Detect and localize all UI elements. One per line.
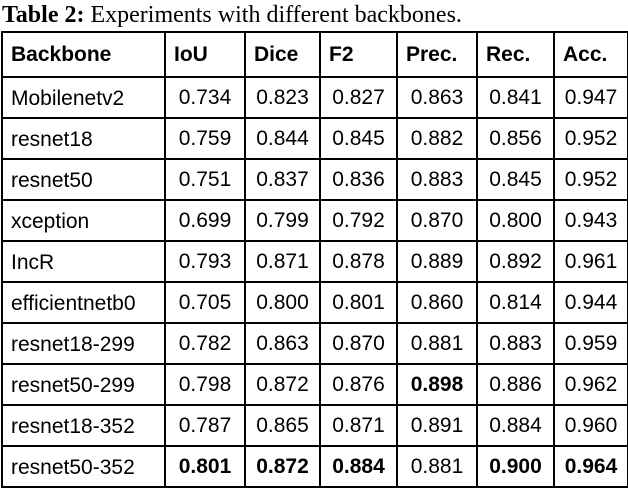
metric-cell: 0.898 (396, 363, 478, 406)
metric-cell: 0.943 (553, 199, 628, 242)
metric-cell: 0.960 (553, 404, 628, 447)
backbone-cell: efficientnetb0 (1, 281, 166, 324)
metric-cell: 0.751 (164, 158, 246, 201)
metric-cell: 0.845 (319, 117, 398, 160)
backbone-cell: IncR (1, 240, 166, 283)
metric-cell: 0.871 (319, 404, 398, 447)
metric-cell: 0.886 (476, 363, 555, 406)
metric-cell: 0.878 (319, 240, 398, 283)
metric-cell: 0.959 (553, 322, 628, 365)
metric-cell: 0.952 (553, 158, 628, 201)
metric-cell: 0.841 (476, 76, 555, 119)
metric-cell: 0.863 (244, 322, 321, 365)
metric-cell: 0.836 (319, 158, 398, 201)
metric-cell: 0.883 (476, 322, 555, 365)
table-header-row: Backbone IoU Dice F2 Prec. Rec. Acc. (1, 31, 628, 78)
table-row: resnet50-352 0.801 0.872 0.884 0.881 0.900 0.9… (1, 445, 628, 488)
metric-cell: 0.952 (553, 117, 628, 160)
metric-cell: 0.782 (164, 322, 246, 365)
metric-cell: 0.944 (553, 281, 628, 324)
table-row: resnet18-352 0.787 0.865 0.871 0.891 0.884 0.9… (1, 404, 628, 447)
metric-cell: 0.889 (396, 240, 478, 283)
metric-cell: 0.792 (319, 199, 398, 242)
column-header: Prec. (396, 31, 478, 78)
metric-cell: 0.892 (476, 240, 555, 283)
metric-cell: 0.881 (396, 322, 478, 365)
metric-cell: 0.787 (164, 404, 246, 447)
table-caption-label: Table 2: (2, 2, 85, 28)
metric-cell: 0.734 (164, 76, 246, 119)
metric-cell: 0.961 (553, 240, 628, 283)
column-header: IoU (164, 31, 246, 78)
metric-cell: 0.870 (319, 322, 398, 365)
metric-cell: 0.876 (319, 363, 398, 406)
metric-cell: 0.844 (244, 117, 321, 160)
metric-cell: 0.870 (396, 199, 478, 242)
metric-cell: 0.799 (244, 199, 321, 242)
table-caption: Table 2: Experiments with different back… (0, 0, 628, 29)
metric-cell: 0.962 (553, 363, 628, 406)
metric-cell: 0.884 (319, 445, 398, 488)
metric-cell: 0.823 (244, 76, 321, 119)
column-header: F2 (319, 31, 398, 78)
column-header: Rec. (476, 31, 555, 78)
metric-cell: 0.872 (244, 445, 321, 488)
metric-cell: 0.856 (476, 117, 555, 160)
metric-cell: 0.827 (319, 76, 398, 119)
metric-cell: 0.900 (476, 445, 555, 488)
metric-cell: 0.883 (396, 158, 478, 201)
table-row: efficientnetb0 0.705 0.800 0.801 0.860 0.814 0… (1, 281, 628, 324)
table-row: Mobilenetv2 0.734 0.823 0.827 0.863 0.841 0.94… (1, 76, 628, 119)
column-header: Acc. (553, 31, 628, 78)
metric-cell: 0.884 (476, 404, 555, 447)
metric-cell: 0.798 (164, 363, 246, 406)
table-row: resnet18 0.759 0.844 0.845 0.882 0.856 0.952 (1, 117, 628, 160)
table-caption-text: Experiments with different backbones. (90, 2, 462, 28)
backbone-cell: resnet50 (1, 158, 166, 201)
metric-cell: 0.800 (244, 281, 321, 324)
metric-cell: 0.865 (244, 404, 321, 447)
metric-cell: 0.793 (164, 240, 246, 283)
metric-cell: 0.872 (244, 363, 321, 406)
metric-cell: 0.891 (396, 404, 478, 447)
metric-cell: 0.860 (396, 281, 478, 324)
metric-cell: 0.863 (396, 76, 478, 119)
metric-cell: 0.845 (476, 158, 555, 201)
backbones-results-table: Backbone IoU Dice F2 Prec. Rec. Acc. Mobilenet… (1, 31, 628, 488)
metric-cell: 0.964 (553, 445, 628, 488)
table-row: resnet18-299 0.782 0.863 0.870 0.881 0.883 0.9… (1, 322, 628, 365)
metric-cell: 0.837 (244, 158, 321, 201)
backbone-cell: resnet18 (1, 117, 166, 160)
table-row: IncR 0.793 0.871 0.878 0.889 0.892 0.961 (1, 240, 628, 283)
column-header: Dice (244, 31, 321, 78)
metric-cell: 0.705 (164, 281, 246, 324)
table-row: resnet50 0.751 0.837 0.836 0.883 0.845 0.952 (1, 158, 628, 201)
metric-cell: 0.882 (396, 117, 478, 160)
backbone-cell: xception (1, 199, 166, 242)
backbone-cell: resnet18-299 (1, 322, 166, 365)
metric-cell: 0.759 (164, 117, 246, 160)
metric-cell: 0.871 (244, 240, 321, 283)
column-header: Backbone (1, 31, 166, 78)
metric-cell: 0.881 (396, 445, 478, 488)
metric-cell: 0.947 (553, 76, 628, 119)
metric-cell: 0.801 (319, 281, 398, 324)
table-row: resnet50-299 0.798 0.872 0.876 0.898 0.886 0.9… (1, 363, 628, 406)
metric-cell: 0.699 (164, 199, 246, 242)
backbone-cell: resnet50-352 (1, 445, 166, 488)
backbone-cell: resnet50-299 (1, 363, 166, 406)
backbone-cell: Mobilenetv2 (1, 76, 166, 119)
backbone-cell: resnet18-352 (1, 404, 166, 447)
table-row: xception 0.699 0.799 0.792 0.870 0.800 0.943 (1, 199, 628, 242)
metric-cell: 0.801 (164, 445, 246, 488)
metric-cell: 0.814 (476, 281, 555, 324)
metric-cell: 0.800 (476, 199, 555, 242)
